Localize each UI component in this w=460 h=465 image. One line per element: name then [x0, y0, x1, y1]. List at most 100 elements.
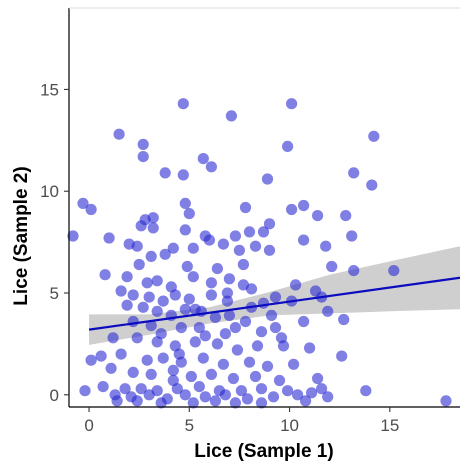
data-point	[203, 234, 215, 246]
data-point	[105, 362, 117, 374]
data-point	[275, 332, 288, 344]
data-point	[127, 315, 139, 328]
data-point	[187, 242, 199, 254]
axes	[68, 8, 460, 408]
data-point	[173, 348, 185, 360]
data-point	[147, 222, 159, 234]
data-point	[288, 358, 300, 370]
data-point	[340, 210, 352, 222]
data-point	[286, 203, 298, 216]
data-point	[85, 354, 97, 366]
data-point	[219, 389, 231, 401]
data-point	[103, 232, 115, 244]
data-point	[263, 218, 276, 230]
data-point	[243, 226, 256, 238]
data-point	[388, 265, 400, 277]
data-point	[298, 199, 310, 212]
data-point	[67, 230, 79, 242]
data-point	[239, 315, 252, 328]
data-point	[205, 368, 217, 380]
data-point	[113, 128, 125, 140]
data-point	[135, 383, 147, 395]
data-point	[177, 98, 189, 110]
data-point	[229, 397, 241, 409]
data-point	[155, 328, 167, 340]
data-point	[137, 301, 149, 313]
data-point	[440, 395, 452, 407]
data-point	[336, 350, 348, 362]
y-axis-title: Lice (Sample 2)	[11, 166, 32, 305]
y-tick-label: 10	[40, 182, 59, 201]
data-point	[255, 383, 268, 395]
data-point	[219, 328, 231, 340]
data-point	[143, 291, 155, 303]
data-point	[209, 395, 221, 407]
data-point	[179, 389, 191, 401]
data-point	[298, 315, 310, 328]
data-point	[115, 348, 127, 360]
data-point	[326, 260, 338, 273]
data-point	[231, 344, 243, 356]
data-point	[233, 244, 245, 256]
y-tick-label: 5	[50, 284, 59, 303]
data-point	[145, 250, 157, 262]
data-point	[107, 332, 119, 344]
data-point	[312, 210, 324, 222]
data-point	[205, 277, 217, 289]
data-point	[346, 230, 358, 242]
data-point	[298, 234, 310, 246]
data-point	[121, 299, 133, 311]
data-point	[131, 240, 143, 252]
data-point	[183, 293, 195, 305]
data-point	[77, 197, 89, 209]
data-point	[286, 98, 298, 110]
data-point	[338, 313, 350, 326]
data-point	[179, 224, 191, 236]
data-point	[159, 167, 171, 179]
data-point	[193, 322, 205, 334]
data-point	[251, 340, 264, 352]
trend-line-path	[88, 276, 460, 331]
data-point	[197, 153, 209, 165]
data-point	[217, 358, 229, 370]
data-point	[189, 303, 201, 315]
data-point	[316, 383, 328, 395]
data-point	[159, 248, 171, 260]
data-point	[85, 203, 97, 216]
y-tick-label: 0	[50, 386, 59, 405]
data-point	[292, 389, 304, 401]
data-point	[235, 385, 247, 397]
data-point	[348, 265, 360, 277]
data-point	[229, 322, 241, 334]
data-point	[165, 281, 177, 293]
data-point	[225, 110, 237, 122]
data-point	[217, 238, 229, 250]
x-tick-label: 15	[380, 416, 399, 435]
data-point	[137, 138, 149, 150]
data-point	[239, 201, 252, 214]
data-point	[368, 130, 380, 142]
data-point	[97, 381, 109, 393]
data-point	[137, 151, 149, 163]
data-point	[199, 391, 211, 403]
data-point	[79, 385, 91, 397]
data-point	[366, 179, 378, 191]
data-point	[127, 289, 139, 301]
data-point	[199, 330, 211, 342]
data-point	[269, 291, 282, 303]
data-point	[121, 271, 133, 283]
data-point	[257, 226, 270, 238]
data-point	[95, 350, 107, 362]
data-point	[249, 370, 262, 383]
x-tick-label: 0	[84, 416, 93, 435]
data-point	[119, 383, 131, 395]
data-point	[269, 322, 282, 334]
data-point	[306, 387, 318, 399]
x-axis-title: Lice (Sample 1)	[194, 441, 333, 462]
data-point	[151, 275, 163, 287]
data-point	[300, 395, 312, 407]
data-point	[167, 374, 179, 387]
data-point	[267, 391, 280, 403]
data-point	[304, 342, 316, 354]
